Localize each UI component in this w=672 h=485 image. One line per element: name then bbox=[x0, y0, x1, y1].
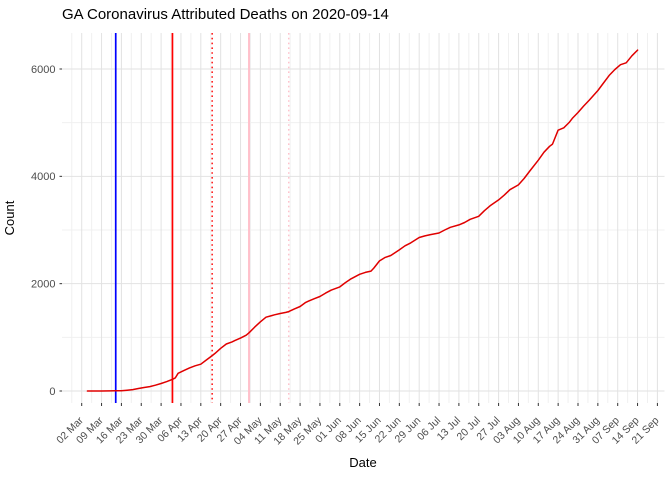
y-tick-label: 4000 bbox=[31, 171, 55, 183]
x-axis-label: Date bbox=[349, 455, 376, 470]
data-series bbox=[86, 49, 639, 392]
y-axis-label: Count bbox=[2, 200, 17, 235]
series-cumulative-deaths bbox=[86, 49, 639, 392]
y-tick-label: 6000 bbox=[31, 64, 55, 76]
reference-vlines bbox=[114, 33, 290, 403]
chart-title: GA Coronavirus Attributed Deaths on 2020… bbox=[62, 6, 389, 23]
y-tick-label: 2000 bbox=[31, 278, 55, 290]
gridlines bbox=[62, 33, 665, 403]
y-tick-label: 0 bbox=[49, 386, 55, 398]
